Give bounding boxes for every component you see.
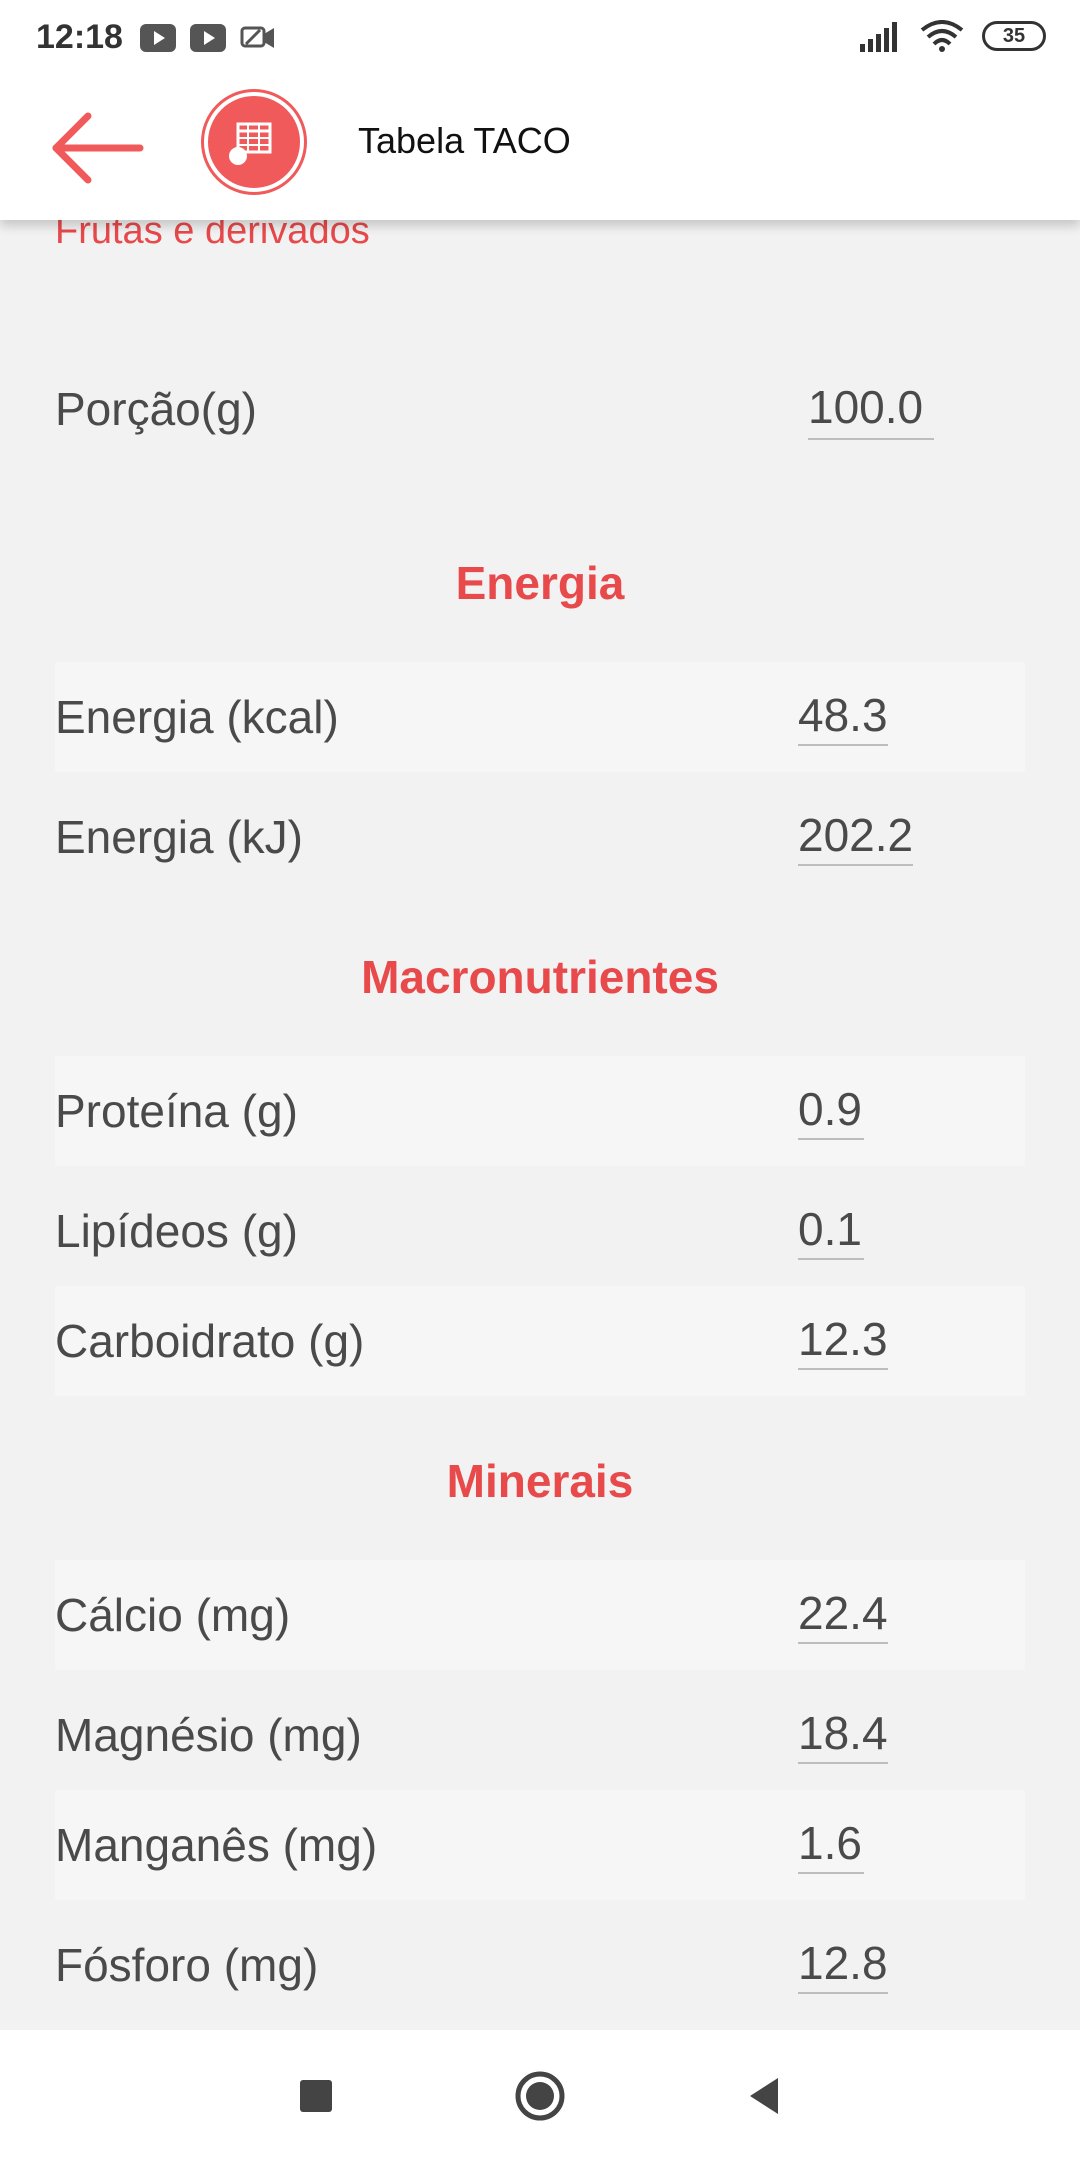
- section-title-minerais: Minerais: [446, 1455, 634, 1507]
- nutrient-value: 12.3: [798, 1312, 888, 1370]
- nutrient-label: Manganês (mg): [55, 1819, 378, 1871]
- arrow-left-icon: [52, 112, 144, 184]
- nutrient-value: 22.4: [798, 1586, 888, 1644]
- nutrient-value: 202.2: [798, 808, 914, 866]
- portion-input[interactable]: 100.0: [808, 380, 934, 440]
- nutrient-label: Proteína (g): [55, 1085, 298, 1137]
- nutrient-value: 0.9: [798, 1082, 864, 1140]
- table-row: Lipídeos (g) 0.1: [55, 1176, 1025, 1286]
- status-time: 12:18: [36, 18, 123, 56]
- nutrient-label: Carboidrato (g): [55, 1315, 365, 1367]
- home-button[interactable]: [510, 2066, 570, 2126]
- square-icon: [300, 2080, 332, 2112]
- table-row: Energia (kJ) 202.2: [55, 782, 1025, 892]
- table-row: Fósforo (mg) 12.8: [55, 1910, 1025, 2020]
- status-right: 35: [860, 20, 1046, 52]
- table-row: Energia (kcal) 48.3: [55, 662, 1025, 772]
- recents-button[interactable]: [286, 2066, 346, 2126]
- nutrient-label: Cálcio (mg): [55, 1589, 291, 1641]
- nutrient-label: Energia (kcal): [55, 691, 339, 743]
- system-nav-bar: [0, 2030, 1080, 2160]
- nutrient-value: 48.3: [798, 688, 888, 746]
- table-row: Carboidrato (g) 12.3: [55, 1286, 1025, 1396]
- notification-icons: [140, 24, 276, 52]
- table-row: Magnésio (mg) 18.4: [55, 1680, 1025, 1790]
- table-row: Proteína (g) 0.9: [55, 1056, 1025, 1166]
- youtube-notification-icon: [140, 24, 176, 52]
- app-bar: Tabela TACO: [0, 78, 1080, 220]
- table-row: Manganês (mg) 1.6: [55, 1790, 1025, 1900]
- app-logo: [204, 92, 304, 192]
- nutrient-value: 18.4: [798, 1706, 888, 1764]
- app-title: Tabela TACO: [358, 120, 571, 161]
- battery-icon: 35: [982, 21, 1046, 51]
- signal-icon: [860, 22, 897, 52]
- nav-back-button[interactable]: [734, 2066, 794, 2126]
- status-bar: 12:18 35: [0, 0, 1080, 78]
- triangle-icon: [750, 2078, 778, 2114]
- section-title-energia: Energia: [455, 557, 625, 609]
- table-icon: [229, 122, 272, 165]
- portion-label: Porção(g): [55, 383, 257, 435]
- nutrient-label: Magnésio (mg): [55, 1709, 362, 1761]
- nutrient-label: Lipídeos (g): [55, 1205, 298, 1257]
- nutrient-value: 12.8: [798, 1936, 888, 1994]
- food-category: Frutas e derivados: [55, 220, 370, 252]
- nutrient-value: 1.6: [798, 1816, 864, 1874]
- youtube-notification-icon: [190, 24, 226, 52]
- nutrient-label: Fósforo (mg): [55, 1939, 319, 1991]
- nutrient-label: Energia (kJ): [55, 811, 303, 863]
- food-detail-content: Frutas e derivados Porção(g) 100.0 Energ…: [0, 220, 1080, 2030]
- circle-icon: [515, 2071, 565, 2121]
- nutrient-value: 0.1: [798, 1202, 864, 1260]
- cast-notification-icon: [240, 26, 274, 48]
- wifi-icon: [920, 20, 964, 52]
- table-row: Cálcio (mg) 22.4: [55, 1560, 1025, 1670]
- section-title-macronutrientes: Macronutrientes: [361, 951, 719, 1003]
- back-button[interactable]: [48, 108, 148, 188]
